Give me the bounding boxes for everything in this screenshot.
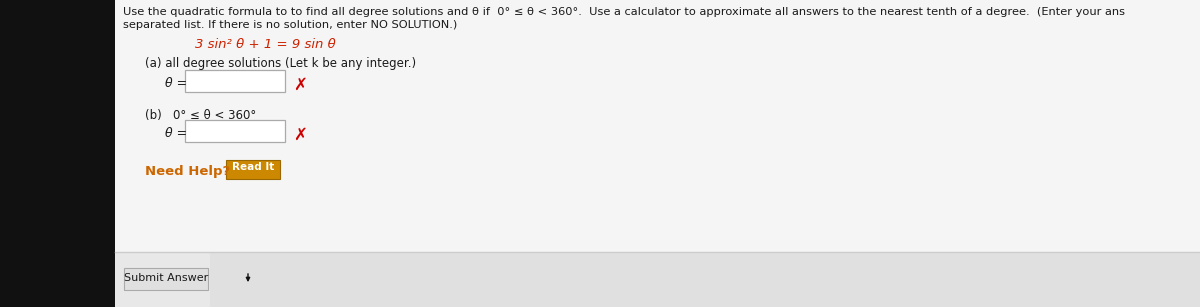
Text: Submit Answer: Submit Answer bbox=[124, 273, 208, 283]
Text: 3 sin² θ + 1 = 9 sin θ: 3 sin² θ + 1 = 9 sin θ bbox=[194, 38, 336, 51]
FancyBboxPatch shape bbox=[210, 252, 1200, 307]
Text: Use the quadratic formula to to find all degree solutions and θ if  0° ≤ θ < 360: Use the quadratic formula to to find all… bbox=[124, 7, 1126, 17]
FancyBboxPatch shape bbox=[185, 70, 286, 92]
FancyBboxPatch shape bbox=[226, 160, 280, 179]
Text: Need Help?: Need Help? bbox=[145, 165, 230, 178]
FancyBboxPatch shape bbox=[115, 0, 1200, 252]
Text: θ =: θ = bbox=[166, 77, 187, 90]
FancyBboxPatch shape bbox=[115, 252, 1200, 307]
Text: θ =: θ = bbox=[166, 127, 187, 140]
Text: (b)   0° ≤ θ < 360°: (b) 0° ≤ θ < 360° bbox=[145, 109, 257, 122]
FancyBboxPatch shape bbox=[115, 0, 1200, 307]
Text: ✗: ✗ bbox=[293, 76, 307, 94]
FancyBboxPatch shape bbox=[124, 268, 208, 290]
Text: separated list. If there is no solution, enter NO SOLUTION.): separated list. If there is no solution,… bbox=[124, 20, 457, 30]
Text: Read It: Read It bbox=[232, 162, 274, 172]
Text: (a) all degree solutions (Let k be any integer.): (a) all degree solutions (Let k be any i… bbox=[145, 57, 416, 70]
Text: ✗: ✗ bbox=[293, 126, 307, 144]
FancyBboxPatch shape bbox=[185, 120, 286, 142]
FancyBboxPatch shape bbox=[0, 0, 115, 307]
